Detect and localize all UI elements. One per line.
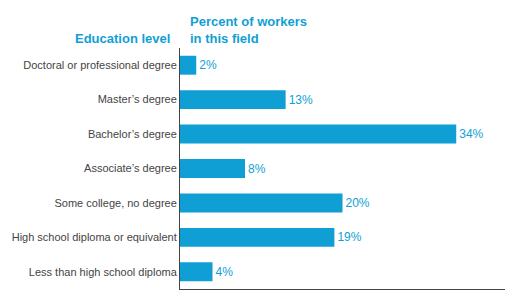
svg-text:Percent of workersin this fiel: Percent of workersin this field	[190, 14, 307, 46]
svg-text:8%: 8%	[248, 162, 266, 176]
svg-text:34%: 34%	[459, 127, 483, 141]
svg-text:20%: 20%	[346, 196, 370, 210]
svg-text:High school diploma or equival: High school diploma or equivalent	[12, 231, 177, 243]
svg-text:Less than high school diploma: Less than high school diploma	[29, 266, 178, 278]
svg-text:13%: 13%	[289, 93, 313, 107]
svg-text:Some college, no degree: Some college, no degree	[54, 197, 176, 209]
svg-text:Associate’s degree: Associate’s degree	[84, 162, 177, 174]
svg-text:2%: 2%	[199, 58, 217, 72]
svg-text:19%: 19%	[337, 230, 361, 244]
svg-text:Doctoral or professional degre: Doctoral or professional degree	[23, 59, 176, 71]
svg-text:Bachelor’s degree: Bachelor’s degree	[88, 128, 177, 140]
svg-text:Education level: Education level	[75, 31, 170, 46]
svg-text:Master’s degree: Master’s degree	[98, 93, 177, 105]
svg-text:4%: 4%	[216, 265, 234, 279]
